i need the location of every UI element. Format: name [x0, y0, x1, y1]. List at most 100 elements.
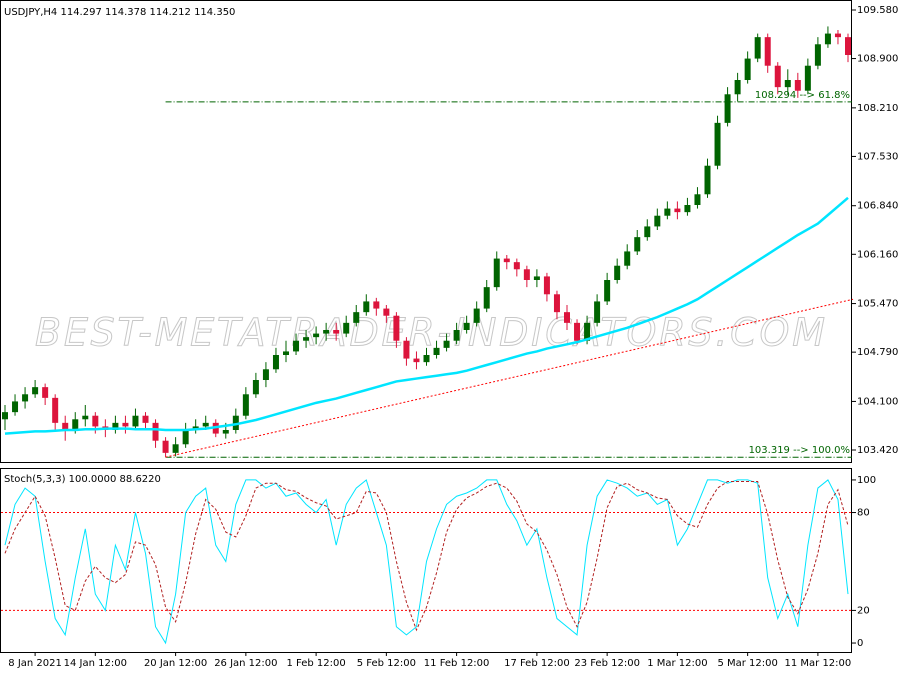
y-tick-label: 20 — [857, 605, 870, 616]
candle-body — [543, 276, 550, 295]
candle-body — [303, 337, 310, 341]
x-tick-label: 11 Feb 12:00 — [424, 658, 490, 669]
candle-body — [62, 422, 69, 430]
candle-body — [744, 58, 751, 80]
fibo-label: 108.294 --> 61.8% — [755, 90, 850, 101]
candle-body — [804, 65, 811, 91]
candle-body — [383, 308, 390, 316]
candle-body — [162, 440, 169, 453]
candle-body — [122, 422, 129, 427]
candle-body — [182, 430, 189, 445]
y-tick-label: 0 — [857, 638, 863, 649]
series-line — [4, 481, 849, 632]
candle-body — [32, 387, 39, 395]
candle-body — [202, 422, 209, 427]
candle-body — [413, 358, 420, 363]
candle-body — [242, 394, 249, 416]
candle-body — [634, 237, 641, 252]
candle-body — [232, 415, 239, 430]
candle-body — [172, 444, 179, 453]
candle-body — [533, 276, 540, 280]
candle-body — [473, 308, 480, 323]
y-tick-label: 108.210 — [857, 103, 898, 114]
x-tick-label: 17 Feb 12:00 — [504, 658, 570, 669]
candle-body — [152, 422, 159, 441]
candle-body — [493, 258, 500, 288]
candle-body — [694, 194, 701, 205]
candle-body — [453, 330, 460, 341]
candle-body — [293, 340, 300, 352]
candle-body — [22, 394, 29, 402]
candle-body — [784, 80, 791, 88]
candle-body — [373, 301, 380, 309]
candle-body — [624, 251, 631, 266]
candle-body — [363, 301, 370, 313]
x-tick-label: 26 Jan 12:00 — [214, 658, 277, 669]
candle-body — [664, 208, 671, 216]
candle-body — [574, 322, 581, 341]
candle-body — [423, 355, 430, 363]
x-tick-label: 1 Feb 12:00 — [286, 658, 345, 669]
candle-body — [684, 205, 691, 213]
candle-body — [734, 80, 741, 95]
fibo-label: 103.319 --> 100.0% — [749, 445, 850, 456]
candle-body — [2, 412, 8, 420]
candle-body — [564, 312, 570, 323]
x-tick-label: 23 Feb 12:00 — [574, 658, 640, 669]
candle-body — [834, 33, 841, 38]
candle-body — [42, 387, 49, 398]
candle-body — [12, 401, 19, 413]
y-tick-label: 103.420 — [857, 445, 898, 456]
candle-body — [52, 397, 59, 423]
main-panel-frame — [0, 0, 852, 463]
candle-body — [553, 294, 560, 313]
candle-body — [714, 122, 721, 166]
candle-body — [503, 258, 510, 263]
candle-body — [403, 340, 410, 359]
x-tick-label: 5 Feb 12:00 — [357, 658, 416, 669]
candle-body — [283, 351, 289, 355]
y-tick-label: 107.530 — [857, 151, 898, 162]
series-line — [4, 196, 849, 435]
candle-body — [222, 430, 229, 434]
candle-body — [584, 322, 591, 341]
candle-body — [463, 322, 470, 330]
x-tick-label: 20 Jan 12:00 — [144, 658, 207, 669]
y-tick-label: 104.100 — [857, 396, 898, 407]
x-tick-label: 11 Mar 12:00 — [785, 658, 852, 669]
y-tick-label: 105.470 — [857, 299, 898, 310]
y-tick-label: 109.580 — [857, 5, 898, 16]
candle-body — [252, 380, 259, 395]
candle-body — [845, 37, 851, 55]
candle-body — [754, 37, 761, 59]
candle-body — [433, 347, 440, 355]
x-tick-label: 8 Jan 2021 — [8, 658, 62, 669]
candle-body — [523, 269, 530, 280]
candle-body — [794, 80, 801, 91]
candle-body — [724, 94, 731, 123]
x-tick-label: 14 Jan 12:00 — [64, 658, 127, 669]
candle-body — [604, 280, 611, 302]
y-tick-label: 108.900 — [857, 54, 898, 65]
candle-body — [72, 419, 79, 430]
candle-body — [594, 301, 601, 323]
candle-body — [513, 262, 520, 270]
candle-body — [142, 415, 149, 423]
candle-body — [262, 369, 269, 380]
x-tick-label: 5 Mar 12:00 — [717, 658, 777, 669]
watermark: BEST-METATRADER-INDICATORS.COM — [35, 311, 825, 355]
y-tick-label: 106.840 — [857, 201, 898, 212]
candle-body — [112, 422, 119, 430]
series-line — [4, 479, 849, 645]
stoch-panel-frame — [0, 468, 852, 653]
panel-title: Stoch(5,3,3) 100.0000 88.6220 — [4, 474, 161, 485]
candle-body — [443, 340, 450, 348]
y-tick-label: 106.160 — [857, 249, 898, 260]
candle-body — [82, 415, 89, 420]
candle-body — [353, 312, 360, 323]
candle-body — [92, 415, 99, 427]
candle-body — [313, 333, 320, 338]
x-tick-label: 1 Mar 12:00 — [647, 658, 707, 669]
